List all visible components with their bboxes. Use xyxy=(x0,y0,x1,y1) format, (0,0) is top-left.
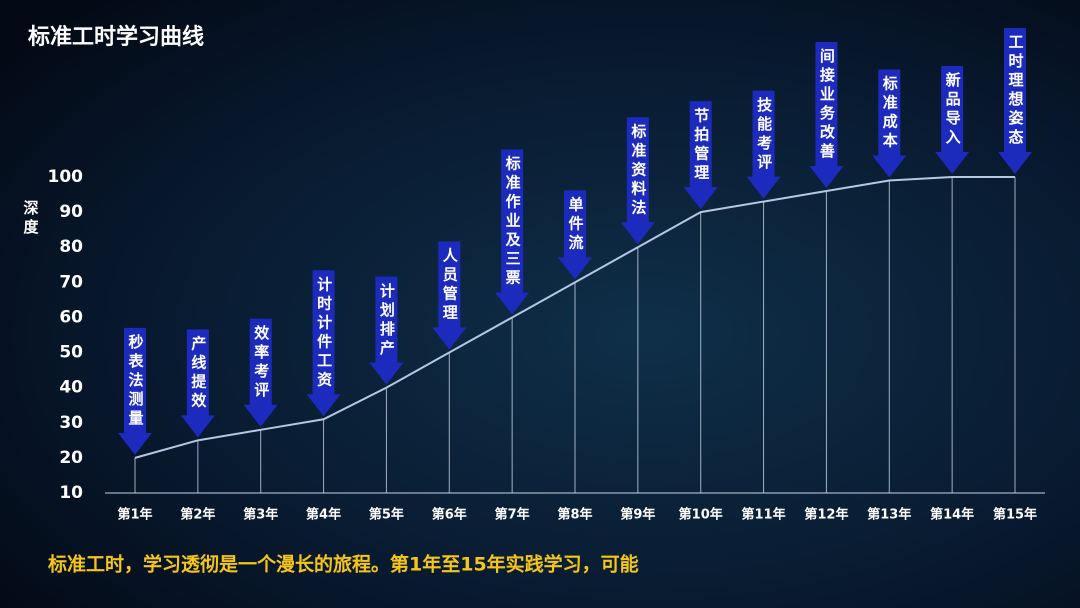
annotation-label: 标准资料法 xyxy=(629,122,647,218)
x-tick-label: 第11年 xyxy=(742,507,786,523)
y-tick-label: 30 xyxy=(59,413,83,433)
y-tick-label: 50 xyxy=(59,343,83,363)
annotation-arrow xyxy=(809,42,844,189)
annotation-arrow xyxy=(746,90,781,199)
annotation-label: 节拍管理 xyxy=(692,106,710,183)
x-tick-label: 第15年 xyxy=(993,507,1037,523)
x-tick-label: 第10年 xyxy=(679,507,723,523)
annotation-label: 秒表法测量 xyxy=(127,333,145,429)
y-tick-label: 80 xyxy=(59,237,83,257)
annotation-label: 间接业务改善 xyxy=(818,47,836,162)
y-tick-label: 90 xyxy=(59,202,83,222)
annotation-arrow xyxy=(118,327,152,455)
x-tick-label: 第12年 xyxy=(804,507,848,523)
annotation-arrow xyxy=(620,117,655,245)
annotation-arrow xyxy=(306,270,341,417)
y-tick-label: 70 xyxy=(59,272,83,292)
x-tick-label: 第1年 xyxy=(117,507,152,523)
y-tick-label: 40 xyxy=(59,378,83,398)
annotation-arrow xyxy=(180,329,215,438)
annotation-label: 计划排产 xyxy=(378,282,396,359)
annotation-arrow xyxy=(369,276,404,385)
annotation-label: 标准作业及三票 xyxy=(504,155,522,289)
annotation-arrow xyxy=(998,28,1032,174)
annotation-label: 计时计件工资 xyxy=(315,275,333,390)
caption: 标准工时，学习透彻是一个漫长的旅程。第1年至15年实践学习，可能 xyxy=(48,553,639,576)
annotation-arrow xyxy=(432,241,467,350)
x-tick-label: 第8年 xyxy=(557,507,592,523)
chart-title: 标准工时学习曲线 xyxy=(28,24,204,50)
annotation-label: 单件流 xyxy=(567,196,585,254)
y-tick-label: 20 xyxy=(59,448,83,468)
annotation-arrow xyxy=(495,149,530,315)
annotation-label: 工时理想姿态 xyxy=(1007,34,1025,148)
y-axis-label: 深度 xyxy=(22,199,40,238)
annotation-label: 新品导入 xyxy=(944,71,962,148)
x-tick-label: 第9年 xyxy=(620,507,655,523)
annotation-arrow xyxy=(683,101,718,210)
x-tick-label: 第4年 xyxy=(306,507,341,523)
x-tick-label: 第6年 xyxy=(432,507,467,523)
x-tick-label: 第2年 xyxy=(180,507,215,523)
x-tick-label: 第5年 xyxy=(369,507,404,523)
line xyxy=(134,176,1015,459)
x-tick-label: 第14年 xyxy=(930,507,974,523)
annotation-label: 效率考评 xyxy=(252,324,270,401)
annotation-arrow xyxy=(935,66,970,174)
x-tick-label: 第7年 xyxy=(495,507,530,523)
y-tick-label: 10 xyxy=(59,483,83,503)
annotation-arrow xyxy=(558,190,592,280)
annotation-arrow xyxy=(243,318,278,427)
annotation-arrow xyxy=(872,69,907,178)
x-tick-label: 第3年 xyxy=(243,507,278,523)
annotation-label: 技能考评 xyxy=(755,96,773,173)
annotation-label: 产线提效 xyxy=(189,335,207,412)
y-tick-label: 100 xyxy=(48,167,84,187)
annotation-label: 标准成本 xyxy=(881,75,899,152)
x-tick-label: 第13年 xyxy=(867,507,911,523)
annotation-label: 人员管理 xyxy=(441,248,459,324)
y-tick-label: 60 xyxy=(59,307,83,327)
